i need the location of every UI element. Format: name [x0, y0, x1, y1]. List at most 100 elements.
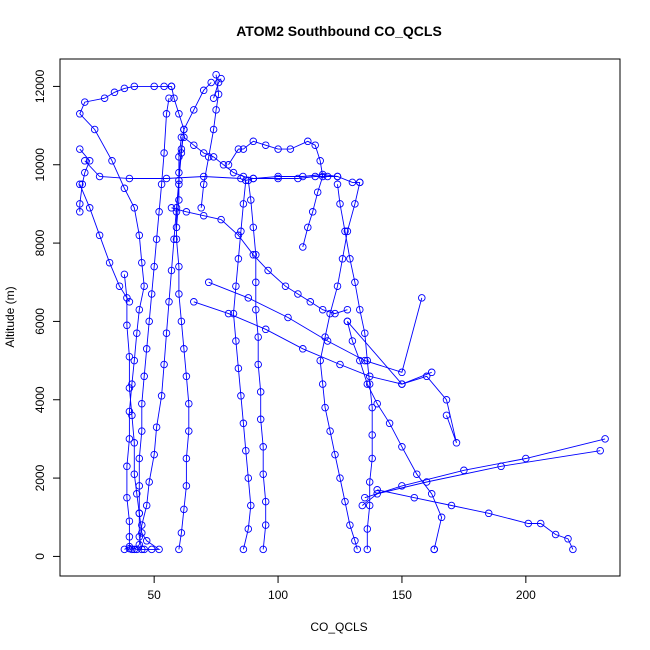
series-line-23: [200, 74, 220, 208]
data-point: [304, 137, 312, 146]
data-point: [105, 258, 114, 267]
data-point: [128, 380, 136, 388]
data-point: [316, 157, 324, 165]
data-point: [123, 294, 131, 302]
data-point: [358, 501, 367, 510]
data-point: [217, 74, 225, 83]
data-point: [437, 513, 446, 522]
data-point: [522, 454, 530, 463]
data-point: [318, 172, 327, 181]
data-point: [242, 446, 250, 455]
data-point: [351, 537, 359, 545]
data-point: [130, 439, 139, 447]
data-point: [180, 133, 188, 142]
data-point: [145, 478, 153, 486]
data-point: [244, 474, 253, 482]
data-point: [368, 403, 376, 412]
data-point: [341, 497, 349, 506]
data-point: [460, 466, 468, 475]
data-point: [234, 255, 243, 263]
data-point: [125, 533, 134, 541]
y-tick-label: 4000: [33, 386, 47, 413]
data-point: [323, 337, 332, 345]
data-point: [427, 490, 436, 498]
data-point: [331, 309, 339, 318]
data-point: [150, 262, 158, 271]
data-point: [125, 174, 134, 183]
x-axis-label: CO_QCLS: [310, 620, 367, 634]
data-point: [336, 200, 344, 208]
data-point: [140, 545, 148, 554]
data-point: [274, 145, 282, 153]
data-point: [199, 86, 208, 95]
data-point: [125, 517, 134, 525]
data-point: [336, 474, 344, 482]
data-point: [175, 290, 183, 298]
data-point: [321, 333, 329, 341]
data-point: [318, 305, 327, 314]
data-point: [167, 82, 176, 91]
data-point: [447, 501, 456, 510]
series-line-10: [347, 321, 457, 443]
data-point: [170, 94, 178, 102]
data-point: [135, 454, 144, 463]
data-point: [138, 545, 146, 554]
data-point: [234, 231, 243, 240]
data-point: [442, 396, 451, 404]
data-point: [252, 278, 260, 287]
data-point: [333, 282, 342, 290]
data-point: [318, 170, 327, 179]
data-point: [125, 435, 134, 443]
data-point: [130, 204, 139, 212]
data-point: [323, 172, 332, 181]
data-point: [536, 519, 545, 528]
data-point: [138, 258, 146, 267]
data-point: [261, 141, 270, 149]
data-point: [100, 94, 109, 102]
data-point: [212, 106, 220, 114]
data-point: [78, 180, 87, 189]
data-point: [281, 282, 290, 290]
data-point: [177, 133, 186, 142]
data-point: [135, 533, 144, 541]
data-point: [175, 176, 183, 185]
data-point: [209, 94, 218, 102]
data-point: [452, 439, 461, 447]
data-point: [234, 145, 243, 153]
data-point: [398, 482, 406, 490]
data-point: [115, 282, 124, 290]
x-tick-label: 100: [268, 588, 288, 602]
data-point: [190, 141, 198, 149]
data-point: [363, 356, 372, 365]
data-point: [167, 266, 176, 275]
data-point: [232, 282, 240, 290]
series-line-19: [123, 274, 161, 550]
data-point: [398, 368, 406, 377]
series-line-2: [138, 98, 170, 550]
data-point: [165, 94, 173, 102]
data-point: [135, 482, 144, 490]
data-point: [368, 454, 376, 463]
series-line-9: [346, 321, 443, 550]
data-point: [304, 223, 312, 232]
data-point: [175, 262, 183, 271]
data-point: [385, 419, 394, 428]
data-point: [135, 509, 144, 518]
data-point: [318, 380, 327, 388]
data-point: [343, 317, 352, 326]
data-point: [234, 364, 243, 373]
x-axis: 50 100 150 200: [147, 575, 536, 602]
data-point: [133, 329, 141, 337]
data-point: [76, 180, 84, 189]
data-point: [175, 153, 183, 161]
data-point: [76, 200, 84, 208]
data-point: [175, 545, 183, 554]
data-point: [398, 380, 406, 388]
data-point: [177, 145, 186, 153]
data-point: [123, 493, 131, 502]
data-point: [356, 305, 364, 314]
data-point: [237, 392, 245, 400]
data-point: [125, 352, 134, 361]
data-point: [130, 82, 139, 91]
data-point: [170, 235, 178, 243]
